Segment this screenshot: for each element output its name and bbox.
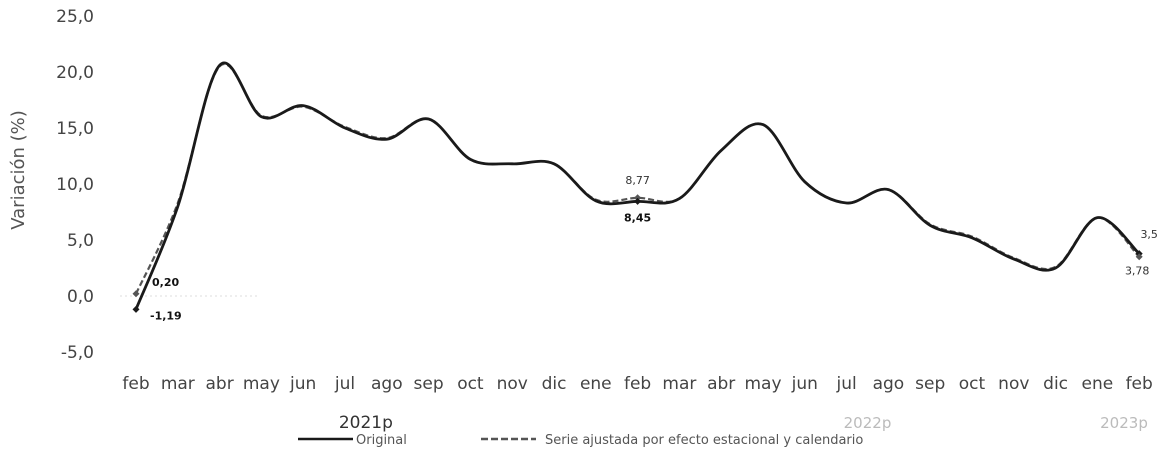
data-point-marker xyxy=(132,290,140,298)
x-tick-label: dic xyxy=(1043,374,1068,394)
year-labels: 2021p 2022p 2023p xyxy=(339,413,1148,433)
data-label: 8,77 xyxy=(625,174,650,187)
x-tick-label: feb xyxy=(624,374,651,394)
x-tick-label: nov xyxy=(998,374,1029,394)
x-tick-label: ene xyxy=(1082,374,1114,394)
y-tick-label: 20,0 xyxy=(56,63,94,83)
legend: Original Serie ajustada por efecto estaci… xyxy=(298,433,863,448)
series-lines xyxy=(132,61,1143,313)
x-tick-label: mar xyxy=(161,374,195,394)
y-tick-label: 25,0 xyxy=(56,7,94,27)
x-tick-label: may xyxy=(243,374,280,394)
x-tick-label: feb xyxy=(122,374,149,394)
data-label: 3,78 xyxy=(1125,265,1150,278)
x-tick-label: jul xyxy=(334,374,355,394)
data-label: 0,20 xyxy=(152,276,179,289)
x-tick-label: may xyxy=(744,374,781,394)
y-ticks: 25,0 20,0 15,0 10,0 5,0 0,0 -5,0 xyxy=(56,7,94,363)
y-tick-label: 0,0 xyxy=(67,287,94,307)
x-tick-label: sep xyxy=(414,374,444,394)
data-point-marker xyxy=(634,194,642,202)
x-tick-label: jun xyxy=(289,374,316,394)
x-tick-label: mar xyxy=(662,374,696,394)
x-ticks: feb mar abr may jun jul ago sep oct nov dic ene feb m… xyxy=(122,374,1152,394)
year-label: 2023p xyxy=(1100,414,1148,432)
x-tick-label: ago xyxy=(873,374,905,394)
x-tick-label: sep xyxy=(915,374,945,394)
data-label: 3,5 xyxy=(1140,228,1158,241)
x-tick-label: abr xyxy=(205,374,233,394)
data-labels: 0,20 -1,19 8,77 8,45 3,78 3,5 xyxy=(150,174,1158,323)
x-tick-label: abr xyxy=(707,374,735,394)
y-tick-label: 10,0 xyxy=(56,175,94,195)
x-tick-label: dic xyxy=(542,374,567,394)
legend-label: Original xyxy=(356,433,407,448)
year-label: 2022p xyxy=(844,414,892,432)
x-tick-label: feb xyxy=(1126,374,1153,394)
data-label: -1,19 xyxy=(150,309,182,322)
x-tick-label: jul xyxy=(835,374,856,394)
x-tick-label: jun xyxy=(791,374,818,394)
x-tick-label: ago xyxy=(371,374,403,394)
x-tick-label: nov xyxy=(497,374,528,394)
original-series-line xyxy=(134,61,1141,310)
y-axis-label: Variación (%) xyxy=(8,110,29,230)
y-tick-label: 15,0 xyxy=(56,119,94,139)
legend-label: Serie ajustada por efecto estacional y c… xyxy=(545,433,863,448)
y-tick-label: -5,0 xyxy=(61,343,94,363)
y-tick-label: 5,0 xyxy=(67,231,94,251)
data-point-marker xyxy=(132,305,140,313)
year-label: 2021p xyxy=(339,413,393,433)
x-tick-label: oct xyxy=(959,374,986,394)
data-point-marker xyxy=(634,197,642,205)
data-point-marker xyxy=(1135,253,1143,261)
data-label: 8,45 xyxy=(624,211,651,224)
x-tick-label: ene xyxy=(580,374,612,394)
x-tick-label: oct xyxy=(457,374,484,394)
